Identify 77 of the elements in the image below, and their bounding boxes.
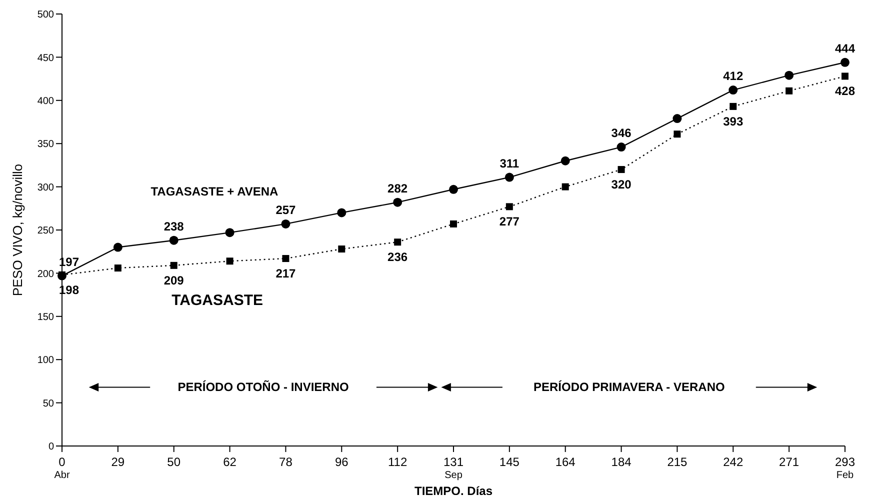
annotation: PERÍODO PRIMAVERA - VERANO xyxy=(533,380,725,394)
data-label: 444 xyxy=(834,41,856,56)
point xyxy=(618,166,625,174)
y-tick-label: 300 xyxy=(37,182,54,194)
point xyxy=(338,246,346,253)
point xyxy=(784,70,794,80)
point xyxy=(560,156,570,166)
y-tick-label: 450 xyxy=(37,52,54,64)
data-label: 320 xyxy=(611,178,632,192)
text: Sep xyxy=(444,470,463,481)
point xyxy=(225,228,234,238)
x-tick-label: 50 xyxy=(167,455,181,469)
x-tick-label: 164 xyxy=(555,455,576,469)
series-label: TAGASASTE + AVENA xyxy=(150,184,279,198)
x-tick-label: 29 xyxy=(111,455,125,469)
point xyxy=(450,220,457,228)
point xyxy=(226,258,234,265)
data-label: 346 xyxy=(611,126,632,140)
point xyxy=(786,87,793,94)
point xyxy=(506,203,513,210)
y-tick-label: 50 xyxy=(42,398,54,410)
point xyxy=(449,184,458,194)
point xyxy=(169,236,178,245)
data-label: 282 xyxy=(388,181,408,196)
data-label: 236 xyxy=(388,250,408,264)
point xyxy=(170,262,178,269)
point xyxy=(840,58,850,67)
data-label: 217 xyxy=(276,266,296,281)
point xyxy=(281,219,290,228)
x-tick-label: 184 xyxy=(611,455,632,469)
y-tick-label: 250 xyxy=(37,226,54,237)
x-tick-label: 145 xyxy=(499,455,520,469)
point xyxy=(337,208,346,218)
x-axis-title: TIEMPO. Días xyxy=(414,484,493,498)
point xyxy=(672,114,682,124)
text: Feb xyxy=(836,470,854,481)
series-label: TAGASASTE xyxy=(172,292,264,310)
point xyxy=(504,172,514,182)
x-tick-label: 293 xyxy=(834,455,856,469)
data-label: 238 xyxy=(164,219,184,234)
data-label: 277 xyxy=(499,214,520,229)
data-label: 428 xyxy=(834,84,856,98)
point xyxy=(393,198,402,207)
data-label: 311 xyxy=(500,156,520,170)
point xyxy=(728,86,738,95)
point xyxy=(842,72,848,80)
y-tick-label: 100 xyxy=(37,355,54,366)
x-tick-label: 215 xyxy=(667,455,688,469)
x-tick-label: 0 xyxy=(58,455,66,469)
x-tick-label: 96 xyxy=(334,455,349,469)
text: Abr xyxy=(54,470,70,481)
x-tick-label: 62 xyxy=(223,455,237,469)
y-tick-label: 200 xyxy=(37,268,54,280)
data-label: 393 xyxy=(723,114,744,128)
data-label: 257 xyxy=(276,202,296,217)
point xyxy=(394,238,402,246)
y-tick-label: 400 xyxy=(37,96,54,107)
point xyxy=(114,264,122,272)
x-tick-label: 242 xyxy=(723,455,744,469)
point xyxy=(282,255,290,262)
x-tick-label: 78 xyxy=(279,455,293,469)
point xyxy=(113,242,122,252)
point xyxy=(616,142,626,152)
y-tick-label: 150 xyxy=(37,312,54,323)
x-tick-label: 131 xyxy=(443,455,464,469)
point xyxy=(674,130,681,138)
y-tick-label: 0 xyxy=(48,442,54,453)
y-axis-title: PESO VIVO, kg/novillo xyxy=(10,164,25,296)
data-label: 412 xyxy=(723,69,744,84)
x-tick-label: 112 xyxy=(388,455,408,469)
annotation: PERÍODO OTOÑO - INVIERNO xyxy=(178,380,349,394)
data-label: 209 xyxy=(164,273,184,288)
point xyxy=(730,102,737,110)
y-tick-label: 500 xyxy=(37,10,54,21)
point xyxy=(562,183,569,190)
x-tick-label: 271 xyxy=(779,455,800,469)
y-tick-label: 350 xyxy=(37,139,54,150)
